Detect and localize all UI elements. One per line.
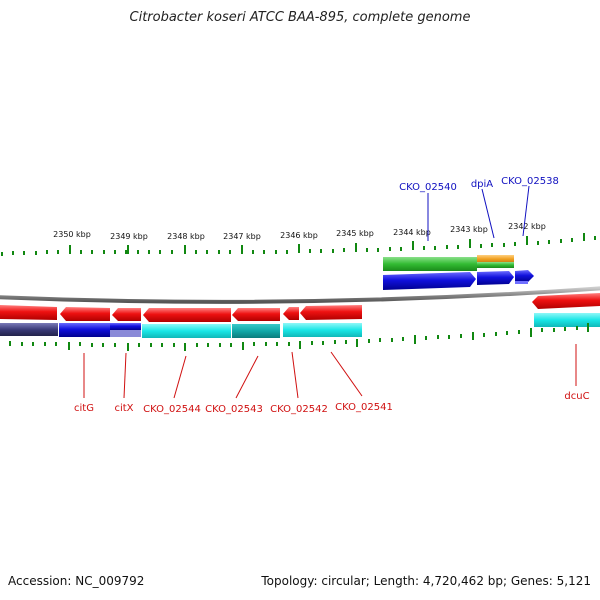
gene-arrow-citx [112, 308, 141, 321]
tick-label: 2345 kbp [336, 229, 374, 238]
gene-arrow-dcuc [532, 293, 600, 309]
genome-stats-label: Topology: circular; Length: 4,720,462 bp… [261, 574, 591, 588]
tick-label: 2346 kbp [280, 231, 318, 240]
outer-tick-ruler [1, 233, 596, 256]
accession-label: Accession: NC_009792 [8, 574, 145, 588]
gene-label-cko-02540: CKO_02540 [399, 182, 457, 193]
genome-backbone [0, 286, 600, 304]
tick-label: 2350 kbp [53, 230, 91, 239]
gene-label-cko-02544: CKO_02544 [143, 404, 201, 415]
ortholog-block [232, 324, 280, 338]
gene-label-cko-02543: CKO_02543 [205, 404, 263, 415]
gene-arrow-dpia [477, 271, 514, 285]
gene-label-dcuc: dcuC [564, 391, 589, 402]
gene-arrow-cko-02538 [515, 270, 534, 282]
gene-label-cko-02542: CKO_02542 [270, 404, 328, 415]
tick-label: 2344 kbp [393, 228, 431, 237]
ortholog-block [477, 262, 514, 268]
gene-label-citx: citX [114, 403, 133, 414]
tick-label: 2342 kbp [508, 222, 546, 231]
ortholog-block [110, 323, 141, 330]
gene-label-citg: citG [74, 403, 94, 414]
forward-callout-lines [427, 185, 530, 241]
gene-arrow-cko-02541 [300, 305, 362, 320]
gene-arrow-citg [60, 307, 110, 321]
forward-gene-labels: CKO_02540 dpiA CKO_02538 [399, 176, 559, 193]
ortholog-block [142, 324, 231, 338]
ortholog-block [110, 330, 141, 337]
ortholog-block [383, 257, 477, 271]
gene-label-cko-02538: CKO_02538 [501, 176, 559, 187]
gene-fragment [515, 281, 528, 284]
ortholog-block [477, 255, 514, 263]
tick-labels: 2350 kbp 2349 kbp 2348 kbp 2347 kbp 2346… [53, 222, 546, 241]
tick-label: 2343 kbp [450, 225, 488, 234]
reverse-callout-lines [83, 344, 577, 399]
gene-label-dpia: dpiA [471, 179, 493, 190]
reverse-ortholog-track [0, 313, 600, 338]
ortholog-block [534, 313, 600, 327]
ortholog-block [0, 323, 58, 336]
gene-arrow-cko-02543 [232, 308, 280, 321]
inner-tick-ruler [9, 323, 589, 351]
gene-label-cko-02541: CKO_02541 [335, 402, 393, 413]
gene-arrow-cko-02542 [283, 307, 299, 320]
forward-cds-track [383, 270, 534, 290]
genome-title: Citrobacter koseri ATCC BAA-895, complet… [129, 10, 471, 25]
ortholog-block [283, 323, 362, 337]
ortholog-block [59, 323, 110, 337]
tick-label: 2348 kbp [167, 232, 205, 241]
reverse-gene-labels: citG citX CKO_02544 CKO_02543 CKO_02542 … [74, 391, 590, 415]
gene-arrow-cko-02540 [383, 272, 476, 290]
gene-arrow [0, 305, 57, 320]
tick-label: 2347 kbp [223, 232, 261, 241]
gene-arrow-cko-02544 [143, 308, 231, 322]
reverse-cds-track [0, 293, 600, 322]
forward-ortholog-track [383, 255, 514, 271]
tick-label: 2349 kbp [110, 232, 148, 241]
